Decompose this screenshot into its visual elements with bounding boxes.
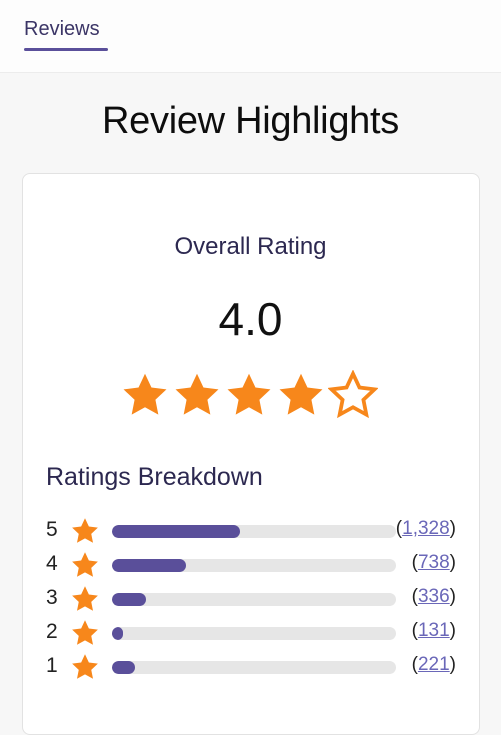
- rating-count-link[interactable]: 738: [417, 552, 450, 573]
- star-icon: [72, 654, 98, 679]
- review-summary-card: [22, 173, 480, 735]
- rating-bar-track: [112, 559, 396, 572]
- rating-bar-fill: [112, 525, 240, 538]
- rating-count: (1,328): [395, 518, 456, 539]
- star-icon: [72, 586, 98, 611]
- rating-row-1: 1 (221): [46, 652, 466, 682]
- overall-rating-label: Overall Rating: [174, 233, 327, 260]
- rating-count-link[interactable]: 131: [417, 620, 450, 641]
- star-icon: [72, 552, 98, 577]
- rating-bar-track: [112, 627, 396, 640]
- rating-level: 5: [46, 518, 58, 541]
- rating-bar-track: [112, 593, 396, 606]
- tab-reviews[interactable]: Reviews: [24, 18, 100, 40]
- rating-level: 4: [46, 552, 58, 575]
- rating-row-3: 3 (336): [46, 584, 466, 614]
- rating-bar-fill: [112, 661, 135, 674]
- rating-row-5: 5 (1,328): [46, 516, 466, 546]
- rating-level: 2: [46, 620, 58, 643]
- ratings-breakdown-title: Ratings Breakdown: [46, 463, 263, 491]
- rating-count: (131): [411, 620, 456, 641]
- rating-count-link[interactable]: 336: [417, 586, 450, 607]
- overall-rating-score: 4.0: [218, 293, 283, 345]
- rating-bar-fill: [112, 593, 147, 606]
- star-icon: [72, 620, 98, 645]
- rating-bar-track: [112, 525, 396, 538]
- star-filled-icon: [123, 373, 167, 415]
- star-empty-icon: [328, 370, 378, 419]
- rating-count-link[interactable]: 221: [417, 654, 450, 675]
- page-title: Review Highlights: [102, 100, 399, 142]
- rating-level: 1: [46, 654, 58, 677]
- star-filled-icon: [175, 373, 219, 415]
- rating-level: 3: [46, 586, 58, 609]
- rating-count: (221): [411, 654, 456, 675]
- rating-row-2: 2 (131): [46, 618, 466, 648]
- rating-count: (336): [411, 586, 456, 607]
- rating-count: (738): [411, 552, 456, 573]
- star-icon: [72, 518, 98, 543]
- rating-bar-fill: [112, 627, 124, 640]
- rating-bar-track: [112, 661, 396, 674]
- rating-count-link[interactable]: 1,328: [402, 518, 450, 539]
- overall-stars: [120, 368, 382, 422]
- rating-bar-fill: [112, 559, 186, 572]
- tab-bar: Reviews: [0, 0, 501, 73]
- tab-active-indicator: [24, 48, 108, 51]
- rating-row-4: 4 (738): [46, 550, 466, 580]
- star-filled-icon: [279, 373, 323, 415]
- star-filled-icon: [227, 373, 271, 415]
